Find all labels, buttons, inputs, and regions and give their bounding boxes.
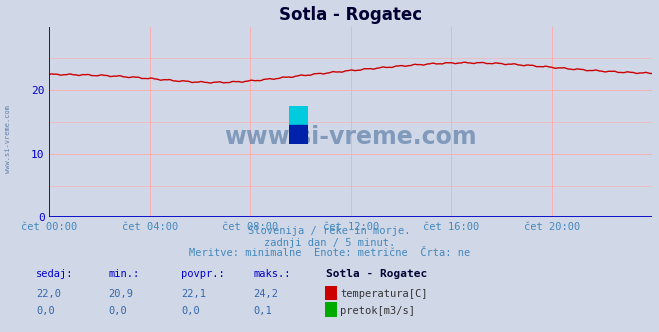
Text: 24,2: 24,2	[254, 289, 279, 299]
Polygon shape	[289, 106, 308, 125]
Text: 0,0: 0,0	[109, 306, 127, 316]
Text: 0,1: 0,1	[254, 306, 272, 316]
Text: zadnji dan / 5 minut.: zadnji dan / 5 minut.	[264, 238, 395, 248]
Text: Slovenija / reke in morje.: Slovenija / reke in morje.	[248, 226, 411, 236]
Polygon shape	[289, 106, 308, 125]
Polygon shape	[289, 125, 299, 144]
Text: www.si-vreme.com: www.si-vreme.com	[225, 125, 477, 149]
Title: Sotla - Rogatec: Sotla - Rogatec	[279, 6, 422, 24]
Polygon shape	[289, 125, 308, 144]
Text: min.:: min.:	[109, 269, 140, 279]
Text: 0,0: 0,0	[181, 306, 200, 316]
Polygon shape	[289, 125, 299, 144]
Text: 0,0: 0,0	[36, 306, 55, 316]
Text: 22,0: 22,0	[36, 289, 61, 299]
Text: 22,1: 22,1	[181, 289, 206, 299]
Text: maks.:: maks.:	[254, 269, 291, 279]
Text: povpr.:: povpr.:	[181, 269, 225, 279]
Text: sedaj:: sedaj:	[36, 269, 74, 279]
Text: www.si-vreme.com: www.si-vreme.com	[5, 106, 11, 173]
Polygon shape	[289, 106, 299, 125]
Text: pretok[m3/s]: pretok[m3/s]	[340, 306, 415, 316]
Text: temperatura[C]: temperatura[C]	[340, 289, 428, 299]
Text: 20,9: 20,9	[109, 289, 134, 299]
Text: Meritve: minimalne  Enote: metrične  Črta: ne: Meritve: minimalne Enote: metrične Črta:…	[189, 248, 470, 258]
Text: Sotla - Rogatec: Sotla - Rogatec	[326, 269, 428, 279]
